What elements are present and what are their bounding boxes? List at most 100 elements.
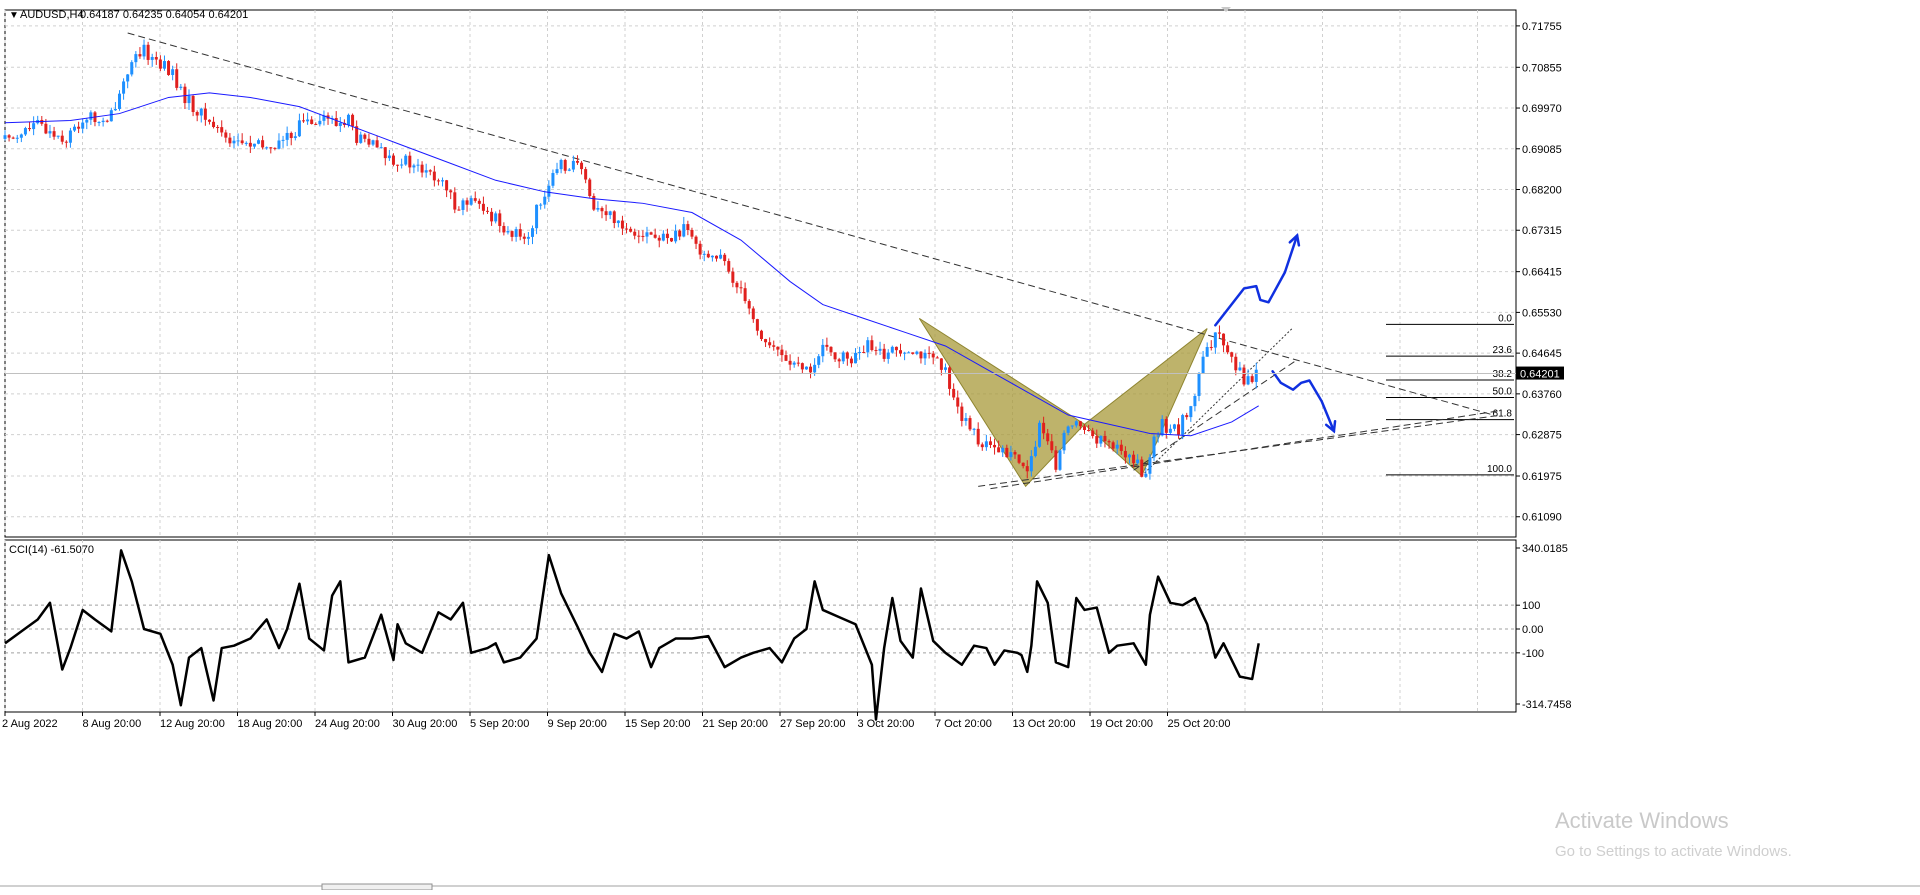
candle-body [1226,345,1230,353]
candle-body [171,69,175,75]
time-tick-label: 25 Oct 20:00 [1168,718,1231,730]
candle-body [224,132,228,138]
candle-body [1132,454,1136,464]
candle-body [764,339,768,343]
cci-series [4,549,1260,721]
candle-body [1201,356,1205,374]
current-price-badge: 0.64201 [1516,366,1564,381]
candle-body [1250,376,1254,382]
candle-body [1074,421,1078,426]
candle-body [735,282,739,288]
price-tick-label: 0.71755 [1522,21,1562,33]
arrow-up [1214,234,1299,327]
candle-body [1160,418,1164,436]
candle-body [363,134,367,139]
candle-body [293,136,297,139]
candle-body [1078,421,1082,427]
candle-body [130,62,134,75]
candle-body [817,356,821,365]
dropdown-arrow-icon[interactable]: ▼ [9,10,19,21]
fib-level-label: 50.0 [1493,387,1513,398]
candles [3,39,1258,480]
candle-body [743,288,747,302]
candle-body [77,126,81,129]
candle-body [101,120,105,123]
candle-body [97,122,101,124]
price-tick-label: 0.61090 [1522,512,1562,524]
candle-body [3,135,7,139]
candle-body [212,121,216,128]
fib-diagonal [1141,327,1294,477]
cci-axis: 340.0185 100 0.00 -100 -314.7458 [1516,543,1572,711]
candle-body [351,114,355,127]
candle-body [535,204,539,229]
candle-body [122,81,126,94]
candle-body [469,198,473,205]
candle-body [383,147,387,159]
candle-body [870,340,874,351]
candle-body [903,352,907,354]
fib-level-label: 61.8 [1493,409,1513,420]
candle-body [346,114,350,125]
candle-body [592,196,596,210]
candle-body [1123,450,1127,458]
candle-body [608,211,612,216]
time-tick-label: 7 Oct 20:00 [935,718,992,730]
candle-body [1042,422,1046,434]
candle-body [714,255,718,259]
candle-body [1213,332,1217,348]
chart-tab[interactable] [321,883,433,891]
candle-body [240,140,244,144]
candle-body [1038,422,1042,447]
candle-body [915,351,919,354]
candle-body [1005,447,1009,458]
candle-body [620,220,624,229]
chart-shift-marker-icon[interactable] [1221,7,1231,12]
candle-body [1001,447,1005,453]
candle-body [187,95,191,104]
candle-body [265,147,269,149]
candle-body [424,170,428,173]
candle-body [661,233,665,241]
candle-body [195,112,199,116]
candle-body [710,255,714,258]
candle-body [747,301,751,309]
current-price-label: 0.64201 [1520,369,1560,381]
candle-body [473,198,477,201]
candle-body [539,204,543,206]
main-chart-pane[interactable] [4,9,1517,538]
candle-body [19,134,23,138]
candle-body [674,230,678,242]
candle-body [968,418,972,430]
candle-body [490,211,494,222]
candle-body [580,162,584,170]
cci-tick-label: 100 [1522,600,1540,612]
candle-body [179,86,183,88]
candle-body [1050,441,1054,451]
cci-indicator-pane[interactable] [4,539,1517,713]
candle-body [543,196,547,205]
candle-body [514,229,518,237]
candle-body [821,344,825,357]
candle-body [1111,442,1115,449]
candle-body [575,160,579,163]
candle-body [935,357,939,359]
candle-body [1140,459,1144,477]
candle-body [486,210,490,212]
candle-body [1242,367,1246,385]
candle-body [15,137,19,139]
candle-body [1070,425,1074,427]
ohlc-label: 0.64187 0.64235 0.64054 0.64201 [80,9,248,21]
candle-body [244,142,248,144]
candle-body [1136,459,1140,464]
candle-body [559,160,563,170]
candle-body [796,362,800,364]
time-tick-label: 27 Sep 20:00 [780,718,845,730]
candle-body [649,232,653,235]
candle-body [1062,432,1066,451]
time-tick-label: 12 Aug 20:00 [160,718,225,730]
candle-body [81,122,85,129]
candle-body [1217,332,1221,334]
